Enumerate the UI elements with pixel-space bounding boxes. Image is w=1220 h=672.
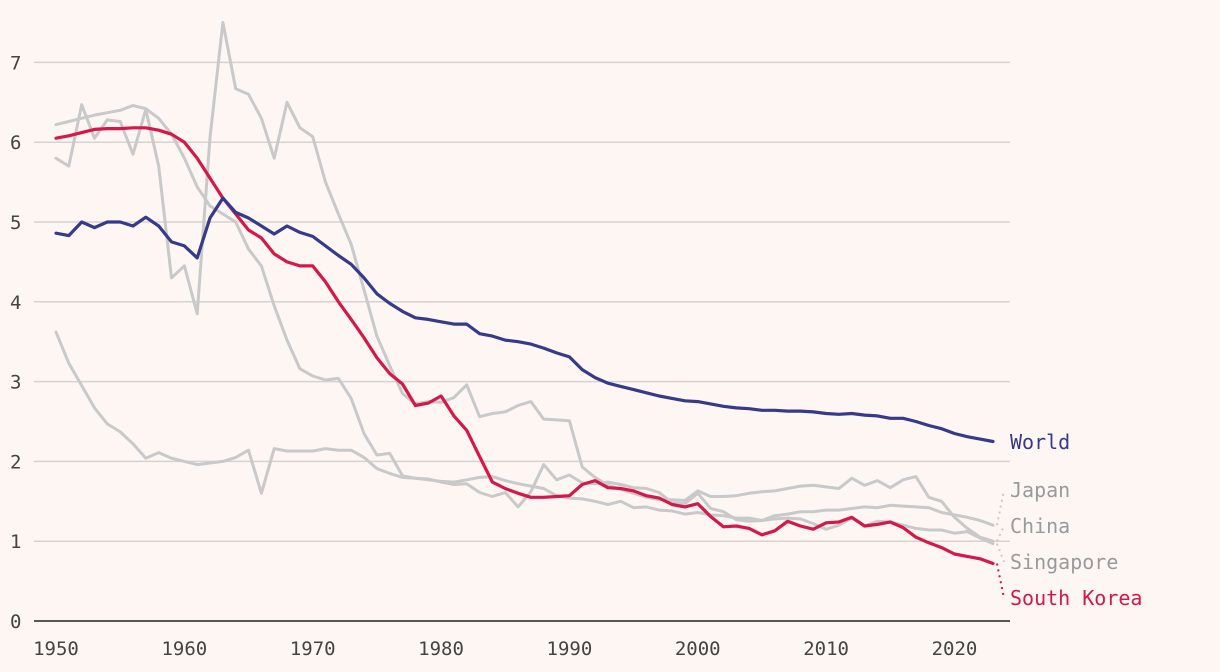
x-tick-label: 2000 [675,638,721,660]
x-tick-labels: 1950 1960 1970 1980 1990 2000 2010 2020 [33,638,977,660]
y-tick-label: 4 [10,292,21,314]
series-label-world: World [1010,430,1070,454]
y-tick-label: 7 [10,52,21,74]
leader-line-japan [995,489,1005,526]
y-tick-labels: 0 1 2 3 4 5 6 7 [10,52,21,633]
y-tick-label: 5 [10,212,21,234]
y-tick-label: 6 [10,132,21,154]
series-line-singapore [54,104,995,546]
series-line-japan [54,330,995,527]
leader-line-china [996,525,1005,542]
y-tick-label: 1 [10,531,21,553]
leader-line-south-korea [995,563,1005,599]
series-label-singapore: Singapore [1010,550,1118,574]
series-line-south-korea [54,126,995,566]
x-tick-label: 1970 [290,638,336,660]
x-tick-label: 1960 [161,638,207,660]
y-tick-label: 3 [10,372,21,394]
series-label-china: China [1010,514,1070,538]
series-label-south-korea: South Korea [1010,586,1142,610]
grid-lines [34,61,1010,542]
x-tick-label: 1990 [547,638,593,660]
y-tick-label: 0 [10,611,21,633]
x-tick-label: 2020 [932,638,978,660]
x-tick-label: 1980 [418,638,464,660]
series-labels: China Japan Singapore South Korea World [995,430,1142,610]
x-tick-label: 1950 [33,638,79,660]
series-lines [54,21,995,566]
leader-line-singapore [996,543,1005,563]
series-line-china [54,21,995,543]
y-tick-label: 2 [10,451,21,473]
x-tick-label: 2010 [803,638,849,660]
series-label-japan: Japan [1010,478,1070,502]
series-line-world [54,196,995,444]
